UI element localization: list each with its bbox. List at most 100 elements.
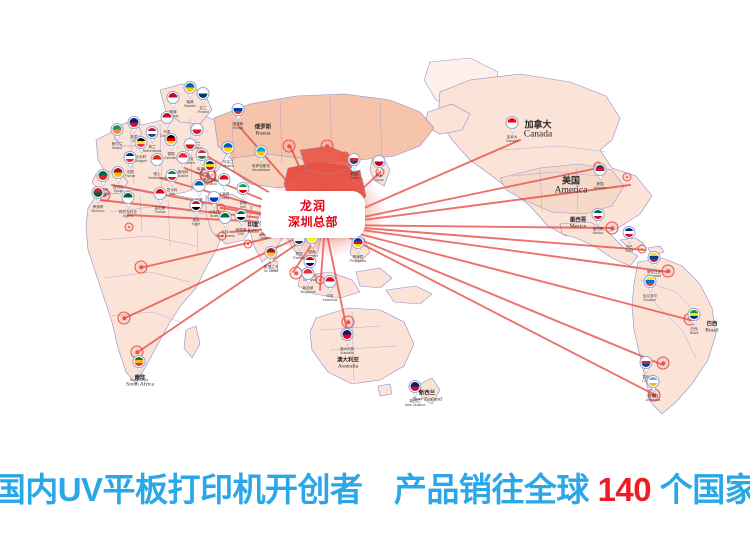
country-pin-saudi-arabia[interactable] bbox=[218, 211, 232, 228]
country-pin-poland[interactable] bbox=[190, 123, 204, 140]
pin-label-cn: 以色列 bbox=[208, 210, 220, 214]
country-pin-israel[interactable] bbox=[207, 191, 221, 208]
flag-icon-colombia bbox=[649, 253, 659, 262]
country-pin-romania[interactable] bbox=[203, 159, 217, 176]
country-pin-france[interactable] bbox=[123, 151, 137, 168]
pin-body bbox=[347, 153, 361, 166]
country-pin-philippines[interactable] bbox=[351, 236, 365, 253]
country-pin-kazakhstan[interactable] bbox=[254, 145, 268, 162]
pin-label-cn: 澳大利亚 bbox=[339, 347, 355, 351]
country-pin-austria[interactable] bbox=[176, 151, 190, 168]
hq-label-pill[interactable]: 龙润 深圳总部 bbox=[261, 191, 365, 238]
ring-core bbox=[625, 175, 629, 179]
country-pin-spain[interactable] bbox=[111, 166, 125, 183]
pin-body bbox=[234, 209, 248, 222]
pin-label-cn: 智利 bbox=[642, 375, 650, 379]
country-pin-japan[interactable] bbox=[372, 155, 386, 172]
pin-body bbox=[622, 226, 636, 239]
pin-label-en: New Zealand bbox=[405, 403, 425, 408]
pin-tail-icon bbox=[643, 366, 649, 373]
pin-label-en: Algeria bbox=[122, 214, 134, 219]
country-pin-norway[interactable] bbox=[166, 91, 180, 108]
country-pin-portugal[interactable] bbox=[96, 169, 110, 186]
country-pin-america[interactable] bbox=[593, 163, 607, 180]
pin-label-cn: 土耳其 bbox=[218, 192, 230, 196]
country-pin-chile[interactable] bbox=[639, 356, 653, 373]
country-pin-uae[interactable] bbox=[234, 209, 248, 226]
country-pin-egypt[interactable] bbox=[189, 199, 203, 216]
flag-icon-greece bbox=[194, 181, 204, 190]
pin-label-en: Thailand bbox=[292, 256, 306, 261]
pin-label-en: Morocco bbox=[91, 209, 105, 214]
pin-tail-icon bbox=[127, 161, 133, 168]
pin-tail-icon bbox=[651, 261, 657, 268]
flag-icon-italy bbox=[167, 171, 177, 180]
pin-label-cn: 丹麦 bbox=[163, 130, 171, 134]
country-pin-sweden[interactable] bbox=[183, 81, 197, 98]
country-pin-czech[interactable] bbox=[183, 138, 197, 155]
flag-icon-swiss bbox=[152, 155, 162, 164]
country-pin-netherlands[interactable] bbox=[145, 126, 159, 143]
ring-core bbox=[220, 234, 224, 238]
pin-tail-icon bbox=[595, 218, 601, 225]
pin-label: 英国UK bbox=[130, 135, 137, 143]
country-pin-morocco[interactable] bbox=[91, 186, 105, 203]
slogan-text: 国内UV平板打印机开创者 产品销往全球 140 个国家 bbox=[0, 463, 750, 511]
ring-core bbox=[121, 315, 127, 321]
country-pin-singapore[interactable] bbox=[301, 267, 315, 284]
country-pin-hungary[interactable] bbox=[195, 148, 209, 165]
country-pin-korea[interactable] bbox=[347, 153, 361, 170]
pin-label: 古巴 Cuba bbox=[625, 245, 633, 253]
country-pin-ukraine[interactable] bbox=[221, 141, 235, 158]
country-pin-greece[interactable] bbox=[192, 179, 206, 196]
country-pin-south-africa[interactable] bbox=[132, 355, 146, 372]
country-pin-sri-lanka[interactable] bbox=[264, 246, 278, 263]
flag-icon-uk bbox=[129, 118, 139, 127]
country-pin-germany[interactable] bbox=[164, 133, 178, 150]
country-pin-switzerland[interactable] bbox=[150, 153, 164, 170]
flag-icon-spain bbox=[113, 168, 123, 177]
pin-label: 瑞士 Switzerland bbox=[148, 172, 166, 180]
country-pin-uk[interactable] bbox=[127, 116, 141, 133]
country-pin-turkey[interactable] bbox=[217, 173, 231, 190]
ring-core bbox=[127, 225, 131, 229]
pin-label: 西班牙 Spain bbox=[113, 185, 124, 193]
country-pin-cuba[interactable] bbox=[622, 226, 636, 243]
country-pin-denmark[interactable] bbox=[160, 111, 174, 128]
pin-body bbox=[351, 236, 365, 249]
country-pin-colombia[interactable] bbox=[647, 251, 661, 268]
country-pin-new-zealand[interactable] bbox=[408, 380, 422, 397]
pin-tail-icon bbox=[95, 196, 101, 203]
country-pin-canada[interactable] bbox=[505, 116, 519, 133]
pin-label-cn: 荷兰 bbox=[148, 145, 156, 149]
pin-label-cn: 厄瓜多尔 bbox=[642, 294, 658, 298]
pin-tail-icon bbox=[200, 97, 206, 104]
country-pin-mexico[interactable] bbox=[591, 208, 605, 225]
pin-label-en: Mexico bbox=[592, 231, 604, 236]
pin-tail-icon bbox=[597, 173, 603, 180]
country-pin-brazil[interactable] bbox=[687, 308, 701, 325]
world-map[interactable]: 瑞典Sweden挪威Norway芬兰Finland丹麦Denmark英国UK爱尔… bbox=[0, 0, 750, 455]
country-pin-algeria[interactable] bbox=[121, 191, 135, 208]
ring-marker bbox=[117, 311, 131, 325]
country-pin-italy[interactable] bbox=[165, 169, 179, 186]
country-pin-indonesia[interactable] bbox=[323, 275, 337, 292]
pin-label-cn: 沙特 bbox=[221, 230, 229, 234]
ring-marker bbox=[134, 260, 148, 274]
pin-label-cn: 古巴 bbox=[625, 245, 633, 249]
pin-body bbox=[593, 163, 607, 176]
country-pin-belgium[interactable] bbox=[134, 136, 148, 153]
country-pin-russia[interactable] bbox=[231, 103, 245, 120]
country-pin-australia[interactable] bbox=[340, 328, 354, 345]
country-pin-tunisia[interactable] bbox=[153, 187, 167, 204]
country-pin-argentina[interactable] bbox=[646, 375, 660, 392]
pin-label-en: UAE bbox=[237, 232, 245, 237]
pin-tail-icon bbox=[305, 277, 311, 284]
pin-label: 印尼 Indonesia bbox=[323, 294, 338, 302]
country-pin-finland[interactable] bbox=[196, 87, 210, 104]
flag-icon-brazil bbox=[689, 310, 699, 319]
country-pin-iran[interactable] bbox=[236, 182, 250, 199]
country-pin-ecuador[interactable] bbox=[643, 275, 657, 292]
country-pin-ireland[interactable] bbox=[110, 123, 124, 140]
pin-label-cn: 比利时 bbox=[135, 155, 147, 159]
